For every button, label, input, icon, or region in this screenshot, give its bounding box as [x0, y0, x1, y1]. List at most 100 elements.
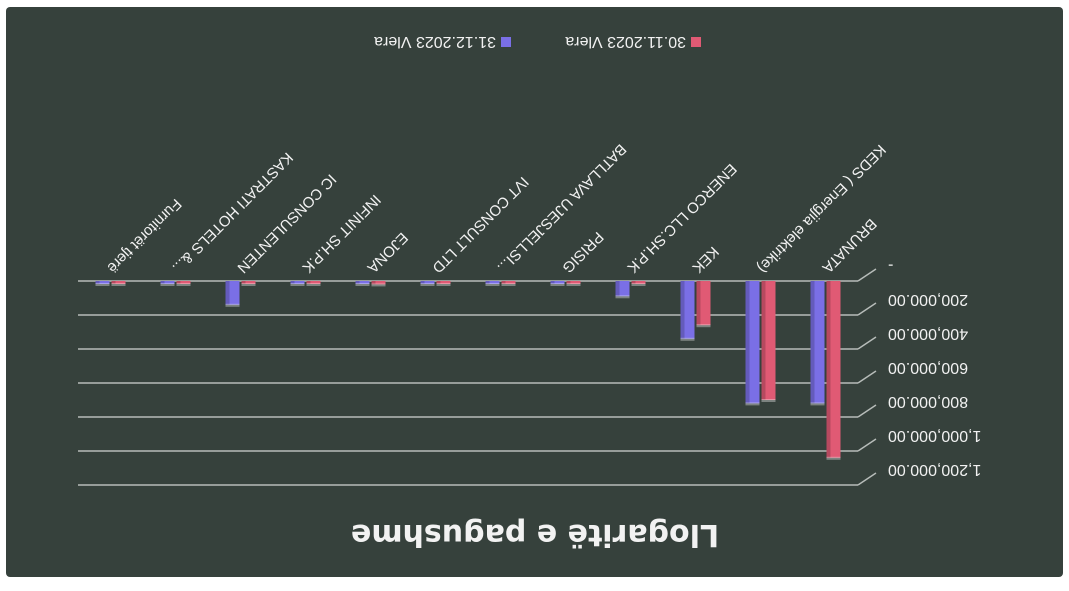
bar	[306, 281, 321, 284]
bar-top	[355, 283, 370, 286]
bar-top	[225, 303, 240, 307]
y-tick-label: 600,000.00	[888, 359, 968, 376]
bar	[810, 281, 825, 404]
bar	[241, 281, 256, 284]
bar	[355, 281, 370, 284]
bar	[550, 281, 565, 284]
legend-swatch-series-2	[501, 37, 511, 47]
chart-title: Llogaritë e pagushme	[351, 517, 719, 552]
bar-chart: Llogaritë e pagushme - 200,000.00 400,000.…	[78, 33, 982, 552]
bar-shade	[111, 281, 116, 284]
legend-label-series-1: 30.11.2023 Vlera	[565, 33, 686, 50]
bar-shade	[355, 281, 360, 284]
bar-top	[550, 283, 565, 286]
gridline-depth	[857, 336, 877, 350]
category-label: BATLLAVA UJESJELLSI...	[494, 140, 630, 276]
category-label: ENERCO LLC.SH.P.K	[624, 160, 740, 276]
bar-top	[371, 283, 386, 287]
bar-shade	[160, 281, 165, 284]
bar-shade	[306, 281, 311, 284]
bar	[485, 281, 500, 284]
y-tick-label: -	[888, 257, 893, 274]
gridlines	[78, 268, 877, 486]
gridline-depth	[857, 404, 877, 418]
bar-shade	[761, 281, 766, 400]
gridline-depth	[857, 268, 877, 282]
bar-shade	[566, 281, 571, 284]
bar	[420, 281, 435, 284]
bar-top	[745, 402, 760, 406]
chart-panel: Llogaritë e pagushme - 200,000.00 400,000.…	[6, 7, 1063, 577]
y-axis-ticks: - 200,000.00 400,000.00 600,000.00 800,000.0…	[888, 257, 982, 478]
bar-top	[631, 283, 646, 286]
category-label: KEDS ( Energjia elektrike)	[754, 141, 889, 276]
bar-top	[826, 456, 841, 460]
bar-shade	[501, 281, 506, 284]
legend-label-series-2: 31.12.2023 Vlera	[374, 33, 496, 50]
bar-top	[761, 399, 776, 402]
bar	[95, 281, 110, 284]
bar	[371, 281, 386, 285]
bar-top	[615, 295, 630, 299]
y-tick-label: 1,000,000.00	[888, 427, 982, 444]
legend-swatch-series-1	[691, 37, 701, 47]
bar-shade	[420, 281, 425, 284]
bar-top	[176, 283, 191, 286]
gridline-depth	[857, 302, 877, 316]
bar-top	[306, 283, 321, 286]
gridline-depth	[857, 370, 877, 384]
bars	[95, 281, 841, 460]
category-label: KASTRATI HOTELS &...	[169, 149, 296, 276]
bar-top	[810, 402, 825, 406]
bar-top	[680, 337, 695, 341]
category-label: EJONA	[364, 229, 411, 276]
bar	[225, 281, 240, 305]
category-label: KEK	[689, 243, 722, 276]
bar-top	[436, 283, 451, 286]
bar-top	[111, 283, 126, 286]
bar-top	[566, 283, 581, 286]
gridline-depth	[857, 472, 877, 486]
bar	[615, 281, 630, 297]
bar-shade	[615, 281, 620, 297]
bar	[111, 281, 126, 284]
y-tick-label: 800,000.00	[888, 393, 968, 410]
bar	[680, 281, 695, 339]
bar	[290, 281, 305, 284]
y-tick-label: 400,000.00	[888, 325, 968, 342]
bar-shade	[696, 281, 701, 326]
bar	[696, 281, 711, 326]
gridline-depth	[857, 438, 877, 452]
bar	[436, 281, 451, 284]
bar-shade	[436, 281, 441, 284]
y-tick-label: 200,000.00	[888, 291, 968, 308]
bar-top	[160, 283, 175, 286]
bar-shade	[631, 281, 636, 284]
bar-shade	[485, 281, 490, 284]
bar	[826, 281, 841, 458]
bar-shade	[371, 281, 376, 285]
bar-top	[485, 283, 500, 286]
bar	[501, 281, 516, 284]
bar-top	[696, 324, 711, 328]
bar-shade	[680, 281, 685, 339]
bar-shade	[225, 281, 230, 305]
bar-top	[290, 283, 305, 286]
bar-shade	[826, 281, 831, 458]
bar-top	[501, 283, 516, 286]
bar	[745, 281, 760, 404]
bar	[566, 281, 581, 284]
bar-shade	[745, 281, 750, 404]
bar	[761, 281, 776, 400]
category-label: PRISIG	[559, 228, 607, 276]
bar-shade	[95, 281, 100, 284]
bar-shade	[290, 281, 295, 284]
bar-top	[95, 283, 110, 286]
bar-shade	[550, 281, 555, 284]
category-label: BRUNATA	[819, 215, 880, 276]
bar-shade	[810, 281, 815, 404]
bar-shade	[176, 281, 181, 284]
bar	[176, 281, 191, 284]
